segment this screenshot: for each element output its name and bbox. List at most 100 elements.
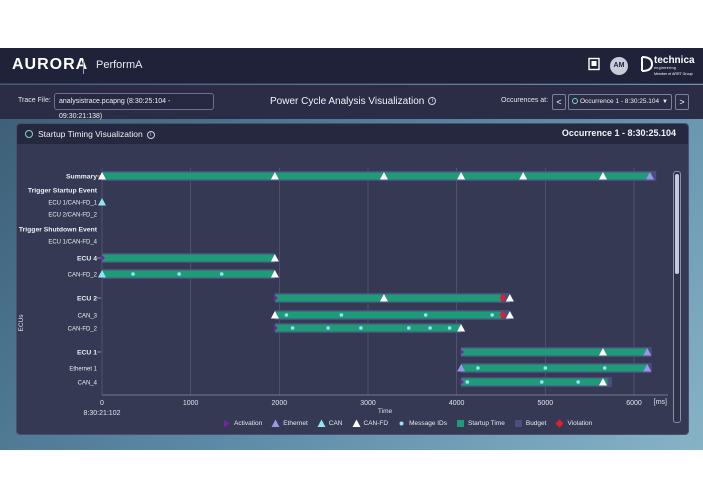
- legend-item-startup: Startup Time: [456, 419, 505, 428]
- message-id-marker: [576, 380, 580, 384]
- legend-item-canfd: CAN-FD: [352, 419, 389, 428]
- message-id-marker: [219, 272, 224, 276]
- status-icon: [25, 130, 33, 138]
- occurrence-select-value: Occurrence 1 - 8:30:25.104: [580, 98, 660, 105]
- page-title-text: Power Cycle Analysis Visualization: [270, 96, 425, 107]
- canfd-marker: [270, 311, 279, 319]
- canfd-marker: [598, 172, 607, 180]
- notes-icon[interactable]: [586, 57, 602, 73]
- legend-label-can: CAN: [328, 419, 343, 427]
- logo-member: Member of ARRT Group: [654, 72, 693, 76]
- message-id-marker: [447, 326, 452, 330]
- legend-swatch-activation: [224, 419, 230, 427]
- ethernet-marker: [643, 348, 652, 356]
- row-label: ECU 1: [77, 350, 97, 357]
- legend-shape-violation: [555, 419, 564, 427]
- legend-shape-startup: [457, 419, 464, 427]
- x-tick-label: 3000: [360, 400, 376, 407]
- ethernet-marker: [645, 172, 654, 180]
- legend-item-violation: Violation: [555, 419, 592, 428]
- message-id-marker: [290, 326, 295, 330]
- row-label: Summary: [66, 174, 97, 181]
- chevron-down-icon: ▼: [662, 99, 668, 105]
- chart-scrollbar[interactable]: [673, 171, 681, 423]
- legend-swatch-canfd: [352, 419, 360, 427]
- x-start-label: 8:30:21:102: [84, 410, 121, 417]
- message-id-marker: [177, 272, 181, 276]
- canfd-marker: [270, 254, 279, 262]
- can-marker: [98, 198, 106, 206]
- legend-shape-activation: [224, 419, 230, 427]
- message-id-marker: [359, 326, 363, 330]
- startup-bar: [461, 378, 608, 386]
- y-axis-title: ECUs: [18, 314, 25, 332]
- startup-bar: [274, 294, 501, 302]
- message-id-marker: [465, 380, 470, 384]
- message-id-marker: [284, 313, 289, 317]
- legend-swatch-violation: [555, 419, 564, 427]
- legend-swatch-can: [317, 419, 326, 427]
- x-tick-label: 2000: [272, 400, 288, 407]
- ethernet-marker: [457, 364, 466, 372]
- panel-info-icon[interactable]: i: [146, 130, 155, 139]
- trace-file-field[interactable]: analysistrace.pcapng (8:30:25:104 - 09:3…: [54, 93, 214, 120]
- activation-marker: [460, 348, 465, 356]
- logo-sub: engineering: [654, 66, 677, 70]
- message-id-marker: [539, 380, 544, 384]
- prev-occurrence-button[interactable]: <: [552, 94, 566, 110]
- canfd-marker: [505, 294, 514, 302]
- row-label: ECU 4: [77, 256, 97, 263]
- chart-scrollbar-thumb[interactable]: [675, 174, 679, 274]
- x-tick-label: 6000: [626, 400, 642, 407]
- occurrence-select[interactable]: Occurrence 1 - 8:30:25.104 ▼: [568, 94, 672, 110]
- message-id-marker: [131, 272, 135, 276]
- row-label: ECU 1/CAN-FD_1: [48, 201, 97, 207]
- canfd-marker: [379, 172, 388, 180]
- logo-name: technica: [654, 55, 695, 66]
- canfd-marker: [270, 270, 279, 278]
- violation-marker: [499, 294, 507, 302]
- can-marker: [98, 270, 106, 278]
- legend-label-ethernet: Ethernet: [283, 419, 308, 427]
- panel-title-text: Startup Timing Visualization: [38, 129, 143, 139]
- row-label: CAN-FD_2: [68, 327, 98, 333]
- page-title: Power Cycle Analysis Visualization i: [270, 96, 437, 107]
- legend-item-budget: Budget: [514, 419, 546, 428]
- brand-logo: AURORA: [12, 56, 89, 73]
- canfd-marker: [270, 172, 279, 180]
- message-id-marker: [476, 366, 480, 370]
- row-label: ECU 2: [77, 296, 97, 303]
- legend-item-activation: Activation: [222, 419, 262, 428]
- next-occurrence-button[interactable]: >: [675, 94, 689, 110]
- row-label: CAN-FD_2: [68, 273, 98, 279]
- technica-logo-mark: [641, 54, 654, 78]
- row-label: ECU 1/CAN-FD_4: [48, 240, 97, 246]
- legend-label-activation: Activation: [234, 419, 263, 427]
- canfd-marker: [519, 172, 528, 180]
- legend-label-violation: Violation: [567, 419, 593, 427]
- legend-item-message: Message IDs: [397, 419, 447, 428]
- trace-file-label: Trace File:: [18, 97, 51, 104]
- activation-marker: [273, 294, 278, 302]
- x-tick-label: 0: [100, 400, 104, 407]
- legend-shape-ethernet: [271, 419, 280, 427]
- row-label: CAN_4: [78, 381, 98, 387]
- message-id-marker: [490, 313, 494, 317]
- top-bar: AURORA PerformA AM technica engineering …: [0, 48, 703, 84]
- occurrences-label: Occurences at:: [501, 97, 549, 104]
- legend-swatch-budget: [514, 419, 522, 427]
- canfd-marker: [505, 311, 514, 319]
- avatar[interactable]: AM: [610, 57, 628, 75]
- legend-label-canfd: CAN-FD: [363, 419, 389, 427]
- startup-bar: [461, 364, 648, 372]
- info-icon[interactable]: i: [428, 97, 437, 106]
- row-label: CAN_3: [78, 314, 98, 320]
- canfd-marker: [457, 172, 466, 180]
- legend-item-can: CAN: [317, 419, 343, 428]
- row-label: ECU 2/CAN-FD_2: [48, 213, 97, 219]
- message-id-marker: [339, 313, 344, 317]
- module-name: PerformA: [96, 59, 143, 71]
- canfd-marker: [598, 378, 607, 386]
- canfd-marker: [98, 172, 106, 180]
